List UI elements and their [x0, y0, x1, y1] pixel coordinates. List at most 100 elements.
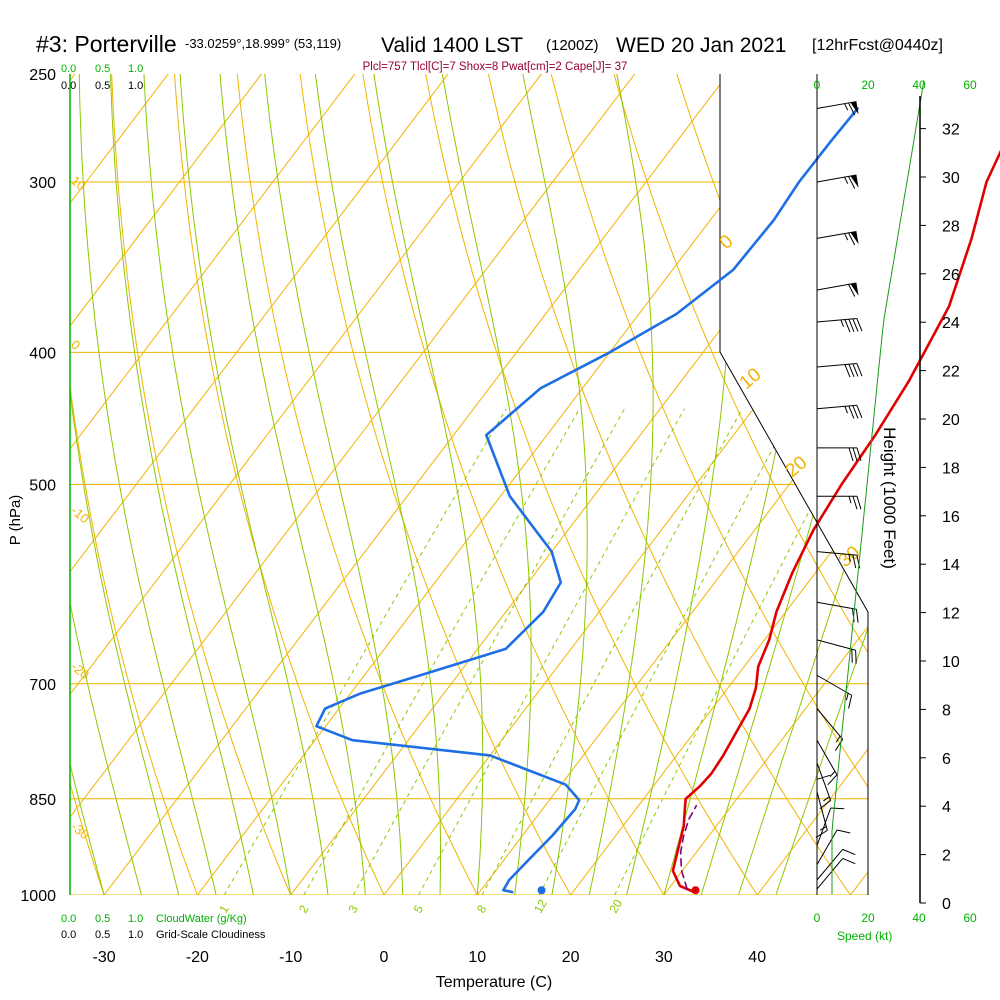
wind-barb: [816, 829, 851, 865]
wind-barb-flag: [852, 318, 859, 332]
isotherm-line: [197, 74, 841, 895]
sounding-profiles: [315, 107, 1000, 895]
wind-barb-staff: [816, 849, 844, 881]
dry-adiabat-line: [420, 74, 758, 895]
cloud-scale-top-black-0: 0.0: [61, 80, 76, 92]
cloud-scale-top-black-1: 0.5: [95, 80, 110, 92]
cloud-scale-top-black-2: 1.0: [128, 80, 143, 92]
moist-adiabat-line: [217, 74, 366, 895]
wind-barb: [816, 551, 861, 569]
speed-tick-bottom: 0: [814, 911, 821, 925]
wind-barb-staff: [816, 601, 857, 610]
height-tick-label: 12: [942, 606, 960, 623]
wind-barb-flag: [856, 405, 863, 419]
wind-barb-flag: [856, 363, 863, 377]
height-tick-label: 6: [942, 751, 951, 768]
speed-axis-title: Speed (kt): [837, 929, 892, 943]
cloud-water-label: CloudWater (g/Kg): [156, 913, 247, 925]
wind-barb-flag: [842, 857, 856, 865]
moist-adiabat-line: [178, 74, 329, 895]
moist-adiabat-line: [70, 74, 142, 895]
moist-adiabat-label: 0: [716, 231, 738, 254]
wind-barb: [816, 601, 859, 623]
wind-barb-flag: [816, 774, 831, 780]
x-tick-label: 10: [468, 949, 486, 966]
y-axis-title: P (hPa): [7, 495, 24, 546]
cloud-scale-bottom-black-2: 1.0: [128, 929, 143, 941]
speed-tick-bottom: 40: [912, 911, 926, 925]
height-tick-label: 32: [942, 122, 960, 139]
wind-barb: [816, 362, 863, 378]
wind-barb-staff: [816, 791, 828, 831]
p-tick-label: 700: [29, 677, 56, 694]
moist-adiabat-line: [369, 74, 484, 895]
wind-barb-flag: [830, 807, 845, 810]
moist-adiabat-line: [261, 74, 404, 895]
height-profile: [831, 80, 925, 895]
dry-adiabat-line: [855, 74, 868, 895]
parcel-line: [679, 804, 698, 890]
wind-barb-half: [823, 796, 830, 802]
wind-barbs: [815, 74, 863, 895]
isotherm-line: [663, 74, 868, 895]
dry-adiabat-line: [606, 74, 868, 895]
dry-adiabat-line: [296, 74, 572, 895]
cloud-scale-bottom-green-1: 0.5: [95, 913, 110, 925]
wind-barb: [816, 762, 832, 810]
mixing-ratio-line: [418, 408, 685, 895]
wind-barb-half: [844, 406, 848, 414]
sounding-indices: Plcl=757 Tlcl[C]=7 Shox=8 Pwat[cm]=2 Cap…: [363, 61, 628, 73]
wind-barb: [817, 495, 862, 510]
mixing-ratio-line: [481, 408, 743, 895]
dry-adiabat-label: -20: [68, 659, 92, 683]
wind-barb: [816, 807, 845, 846]
mixing-ratio-label: 12: [531, 897, 550, 916]
zulu-time: (1200Z): [546, 37, 599, 54]
plot-frame: [719, 74, 869, 895]
wind-barb-half: [844, 103, 849, 111]
wind-barb-flag: [848, 176, 856, 189]
p-tick-label: 850: [29, 792, 56, 809]
surface-dewpoint-marker: [537, 886, 546, 895]
wind-barb-half: [844, 233, 849, 241]
moist-adiabat-line: [700, 74, 868, 895]
dry-adiabat-label: -30: [68, 819, 92, 843]
moist-adiabat-line: [70, 74, 180, 895]
wind-barb: [816, 282, 859, 297]
x-tick-label: -10: [279, 949, 302, 966]
surface-temperature-marker: [691, 886, 700, 895]
wind-barb-flag: [844, 319, 851, 333]
height-tick-label: 14: [942, 557, 960, 574]
wind-barb-staff: [816, 282, 857, 291]
mixing-ratio-line: [538, 408, 795, 895]
isotherm-line: [570, 74, 868, 895]
p-tick-label: 300: [29, 175, 56, 192]
wind-barb-flag: [852, 405, 859, 419]
wind-barb-staff: [816, 230, 857, 239]
mixing-ratio-label: 20: [606, 897, 625, 916]
cloud-scales: 0.0 0.5 1.0 0.0 0.5 1.0 0.0 0.5 1.0 Clou…: [61, 63, 266, 941]
dewpoint-line: [315, 107, 859, 894]
wind-barb-flag: [848, 232, 856, 246]
wind-barb-flag: [836, 829, 851, 834]
wind-barb-pennant: [850, 283, 859, 296]
isotherm-line: [756, 74, 868, 895]
wind-barb: [816, 230, 859, 246]
height-tick-label: 20: [942, 412, 960, 429]
cloud-scale-bottom-black-1: 0.5: [95, 929, 110, 941]
wind-barb: [816, 101, 859, 116]
moist-adiabat-label: 20: [782, 452, 812, 482]
wind-barb: [817, 447, 862, 462]
moist-adiabat-line: [78, 74, 217, 895]
wind-barb-flag: [852, 447, 858, 462]
moist-adiabat-line: [109, 74, 254, 895]
station-title: #3: Porterville: [36, 31, 177, 57]
cloud-scale-bottom-black-0: 0.0: [61, 929, 76, 941]
wind-barb-staff: [816, 858, 844, 890]
speed-tick-bottom: 60: [963, 911, 977, 925]
speed-tick-bottom: 20: [861, 911, 875, 925]
wind-barb-half: [844, 176, 849, 184]
isotherm-line: [103, 74, 747, 895]
wind-barb-flag: [848, 405, 855, 419]
height-curve: [831, 80, 925, 895]
